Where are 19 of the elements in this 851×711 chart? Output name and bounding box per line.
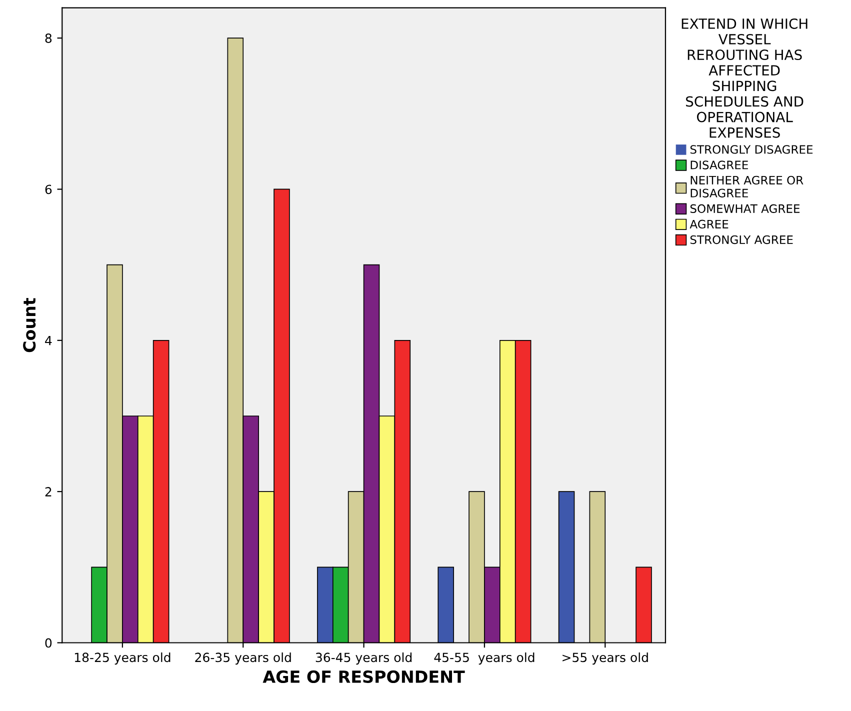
y-axis-title: Count: [23, 298, 36, 352]
legend-label: STRONGLY AGREE: [690, 235, 793, 244]
x-tick-label: 45-55 years old: [434, 652, 534, 665]
y-tick-label: 0: [45, 638, 52, 648]
y-tick-label: 2: [45, 487, 52, 496]
y-tick-label: 8: [45, 34, 52, 43]
legend-label: AGREE: [690, 220, 728, 229]
x-tick-label: 18-25 years old: [74, 652, 170, 665]
legend-label: DISAGREE: [690, 160, 748, 170]
x-tick-label: 26-35 years old: [195, 652, 291, 665]
legend-title: EXTEND IN WHICH VESSEL REROUTING HAS AFFECTED SHIPPING SCHEDULES AND OPERATIONAL EXPENSES: [682, 18, 808, 138]
y-tick-label: 6: [45, 184, 52, 194]
legend-label: SOMEWHAT AGREE: [690, 204, 800, 213]
y-tick-label: 4: [45, 336, 52, 346]
x-tick-label: >55 years old: [562, 652, 648, 665]
legend-label: NEITHER AGREE OR DISAGREE: [690, 176, 804, 198]
legend-label: STRONGLY DISAGREE: [690, 145, 813, 154]
x-axis-title: AGE OF RESPONDENT: [262, 670, 465, 684]
x-tick-label: 36-45 years old: [316, 652, 412, 665]
